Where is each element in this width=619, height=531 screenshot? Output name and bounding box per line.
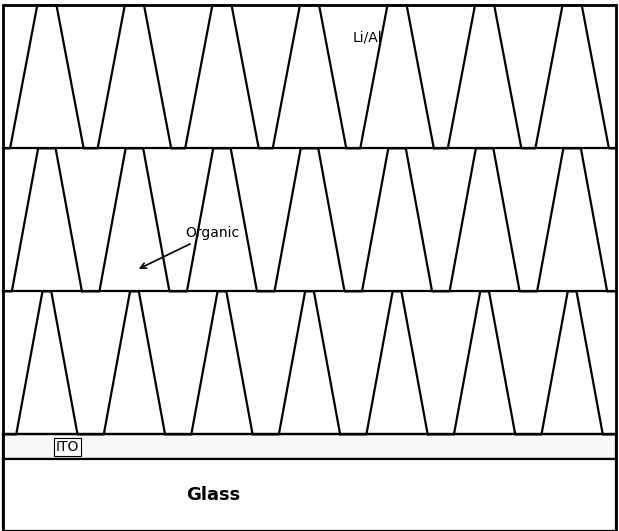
Bar [3, 459, 616, 531]
Text: Organic: Organic [141, 226, 240, 268]
Bar [3, 434, 616, 459]
Text: Glass: Glass [186, 486, 240, 504]
Text: Li/Al: Li/Al [353, 30, 383, 44]
Text: ITO: ITO [56, 440, 79, 454]
